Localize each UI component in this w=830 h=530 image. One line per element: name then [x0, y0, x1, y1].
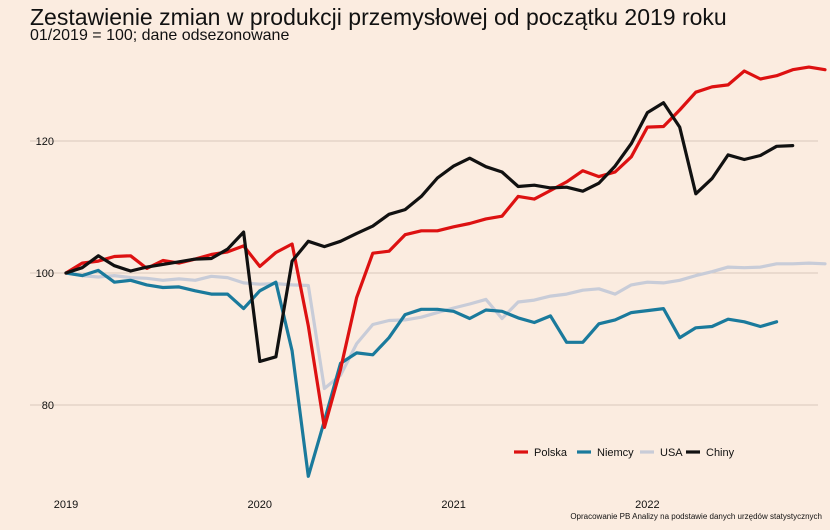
y-axis-ticks: 80 100 120 — [36, 136, 54, 412]
chart-title: Zestawienie zmian w produkcji przemysłow… — [30, 4, 727, 30]
x-tick-label-2021: 2021 — [441, 499, 465, 511]
legend-label-usa: USA — [660, 447, 683, 459]
y-tick-label-120: 120 — [36, 136, 54, 148]
series-line-chiny — [64, 101, 795, 363]
series-lines — [64, 65, 827, 478]
legend-item-niemcy: Niemcy — [577, 447, 634, 459]
legend-label-chiny: Chiny — [706, 447, 735, 459]
x-tick-label-2022: 2022 — [635, 499, 659, 511]
legend: Polska Niemcy USA Chiny — [514, 447, 735, 459]
x-tick-label-2019: 2019 — [54, 499, 78, 511]
source-caption: Opracowanie PB Analizy na podstawie dany… — [570, 512, 822, 521]
legend-label-niemcy: Niemcy — [597, 447, 634, 459]
legend-item-polska: Polska — [514, 447, 568, 459]
legend-item-chiny: Chiny — [686, 447, 735, 459]
series-line-niemcy — [64, 268, 779, 478]
x-axis-ticks: 2019 2020 2021 2022 — [54, 499, 660, 511]
series-line-polska — [64, 65, 827, 429]
x-tick-label-2020: 2020 — [248, 499, 272, 511]
legend-label-polska: Polska — [534, 447, 568, 459]
chart-subtitle: 01/2019 = 100; dane odsezonowane — [30, 27, 290, 44]
y-tick-label-100: 100 — [36, 268, 54, 280]
y-tick-label-80: 80 — [42, 400, 54, 412]
grid-lines — [30, 140, 818, 406]
legend-item-usa: USA — [640, 447, 683, 459]
